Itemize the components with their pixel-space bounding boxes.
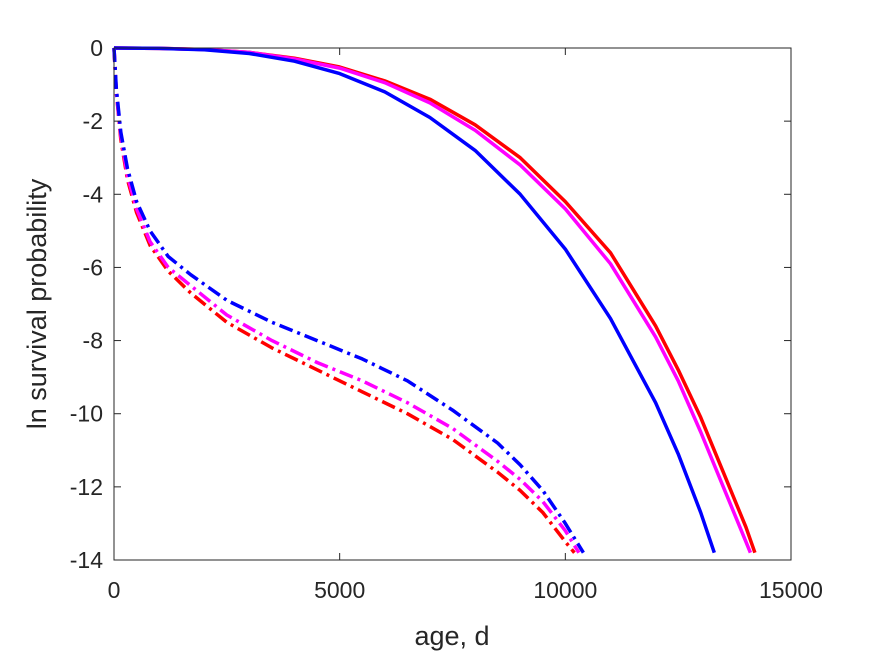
- tick-layer: 0 5000 10000 15000 0 -2 -4 -6 -8 -10 -12 -14: [70, 35, 823, 603]
- x-tick-label: 0: [108, 577, 121, 603]
- y-tick-label: -8: [83, 328, 103, 354]
- series-line-3: [113, 46, 716, 554]
- y-tick-label: -10: [70, 401, 103, 427]
- x-tick-label: 15000: [759, 577, 823, 603]
- x-axis-title: age, d: [414, 621, 489, 651]
- plot-area-border: [113, 47, 792, 561]
- y-tick-label: 0: [90, 35, 103, 61]
- y-tick-label: -6: [83, 254, 103, 280]
- series-line-5: [112, 47, 581, 554]
- x-tick-label: 10000: [533, 577, 597, 603]
- y-tick-label: -14: [70, 547, 103, 573]
- series-line-4: [112, 47, 576, 554]
- y-tick-label: -4: [83, 181, 104, 207]
- series-layer: [112, 46, 757, 554]
- y-tick-label: -12: [70, 474, 103, 500]
- series-line-6: [112, 47, 585, 554]
- y-axis-title: ln survival probability: [22, 178, 52, 429]
- x-tick-label: 5000: [314, 577, 365, 603]
- y-tick-label: -2: [83, 108, 103, 134]
